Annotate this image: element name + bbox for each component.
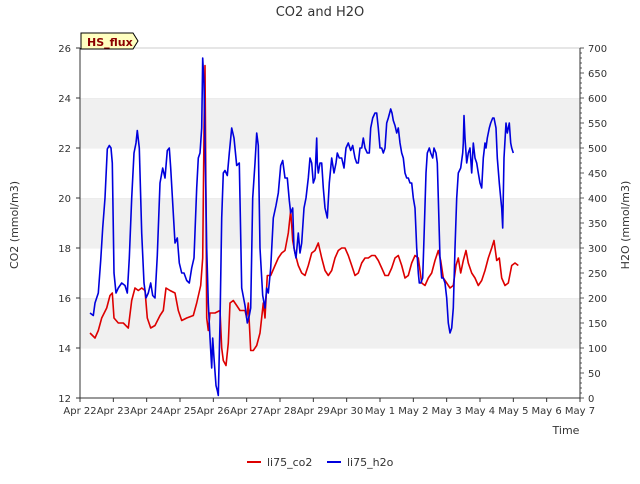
hs-flux-badge: HS_flux — [80, 32, 139, 50]
y-tick-label: 22 — [58, 144, 71, 155]
legend-label-co2: li75_co2 — [267, 456, 312, 469]
x-axis-label: Time — [552, 424, 580, 437]
x-tick-label: Apr 24 — [130, 406, 163, 417]
y2-tick-label: 150 — [588, 319, 607, 330]
y2-tick-label: 450 — [588, 169, 607, 180]
y2-tick-label: 600 — [588, 94, 607, 105]
x-tick-label: May 3 — [432, 406, 462, 417]
y2-tick-label: 200 — [588, 294, 607, 305]
grid-band — [80, 198, 580, 248]
y2-tick-label: 100 — [588, 344, 607, 355]
grid-band — [80, 298, 580, 348]
x-tick-label: Apr 23 — [97, 406, 130, 417]
y2-tick-label: 50 — [588, 369, 601, 380]
y2-tick-label: 350 — [588, 219, 607, 230]
legend: li75_co2 li75_h2o — [247, 456, 394, 469]
x-tick-label: May 1 — [365, 406, 395, 417]
grid-band — [80, 348, 580, 398]
series-line-li75_h2o — [89, 57, 515, 397]
y-tick-label: 16 — [58, 294, 71, 305]
x-tick-label: May 6 — [532, 406, 562, 417]
y2-tick-label: 550 — [588, 119, 607, 130]
x-tick-label: May 7 — [565, 406, 595, 417]
y-axis-label: CO2 (mmol/m3) — [8, 181, 21, 269]
x-tick-label: May 2 — [398, 406, 428, 417]
y2-tick-label: 250 — [588, 269, 607, 280]
y2-tick-label: 400 — [588, 194, 607, 205]
y2-tick-label: 700 — [588, 44, 607, 55]
axes-layer: Apr 22 Apr 23 Apr 24 Apr 25 Apr 26 Apr 27 Apr … — [58, 44, 607, 417]
x-tick-label: May 4 — [465, 406, 495, 417]
grid-band — [80, 48, 580, 98]
y-tick-label: 12 — [58, 394, 71, 405]
y2-tick-label: 300 — [588, 244, 607, 255]
x-tick-label: Apr 28 — [263, 406, 296, 417]
legend-label-h2o: li75_h2o — [347, 456, 394, 469]
series-line-li75_co2 — [89, 64, 519, 367]
y-tick-label: 26 — [58, 44, 71, 55]
grid-bands — [80, 47, 580, 398]
chart-title: CO2 and H2O — [276, 5, 365, 20]
y2-tick-label: 500 — [588, 144, 607, 155]
x-tick-label: May 5 — [498, 406, 528, 417]
x-tick-label: Apr 29 — [297, 406, 330, 417]
y-tick-label: 18 — [58, 244, 71, 255]
x-tick-label: Apr 30 — [330, 406, 363, 417]
y-tick-label: 24 — [58, 94, 71, 105]
y2-tick-label: 650 — [588, 69, 607, 80]
x-tick-label: Apr 26 — [197, 406, 230, 417]
y2-tick-label: 0 — [588, 394, 594, 405]
y-tick-label: 14 — [58, 344, 71, 355]
y2-axis-label: H2O (mmol/m3) — [619, 181, 632, 270]
hs-flux-badge-label: HS_flux — [87, 36, 133, 49]
x-tick-label: Apr 22 — [63, 406, 96, 417]
x-tick-label: Apr 27 — [230, 406, 263, 417]
y-tick-label: 20 — [58, 194, 71, 205]
series-layer — [89, 57, 519, 397]
x-tick-label: Apr 25 — [163, 406, 196, 417]
